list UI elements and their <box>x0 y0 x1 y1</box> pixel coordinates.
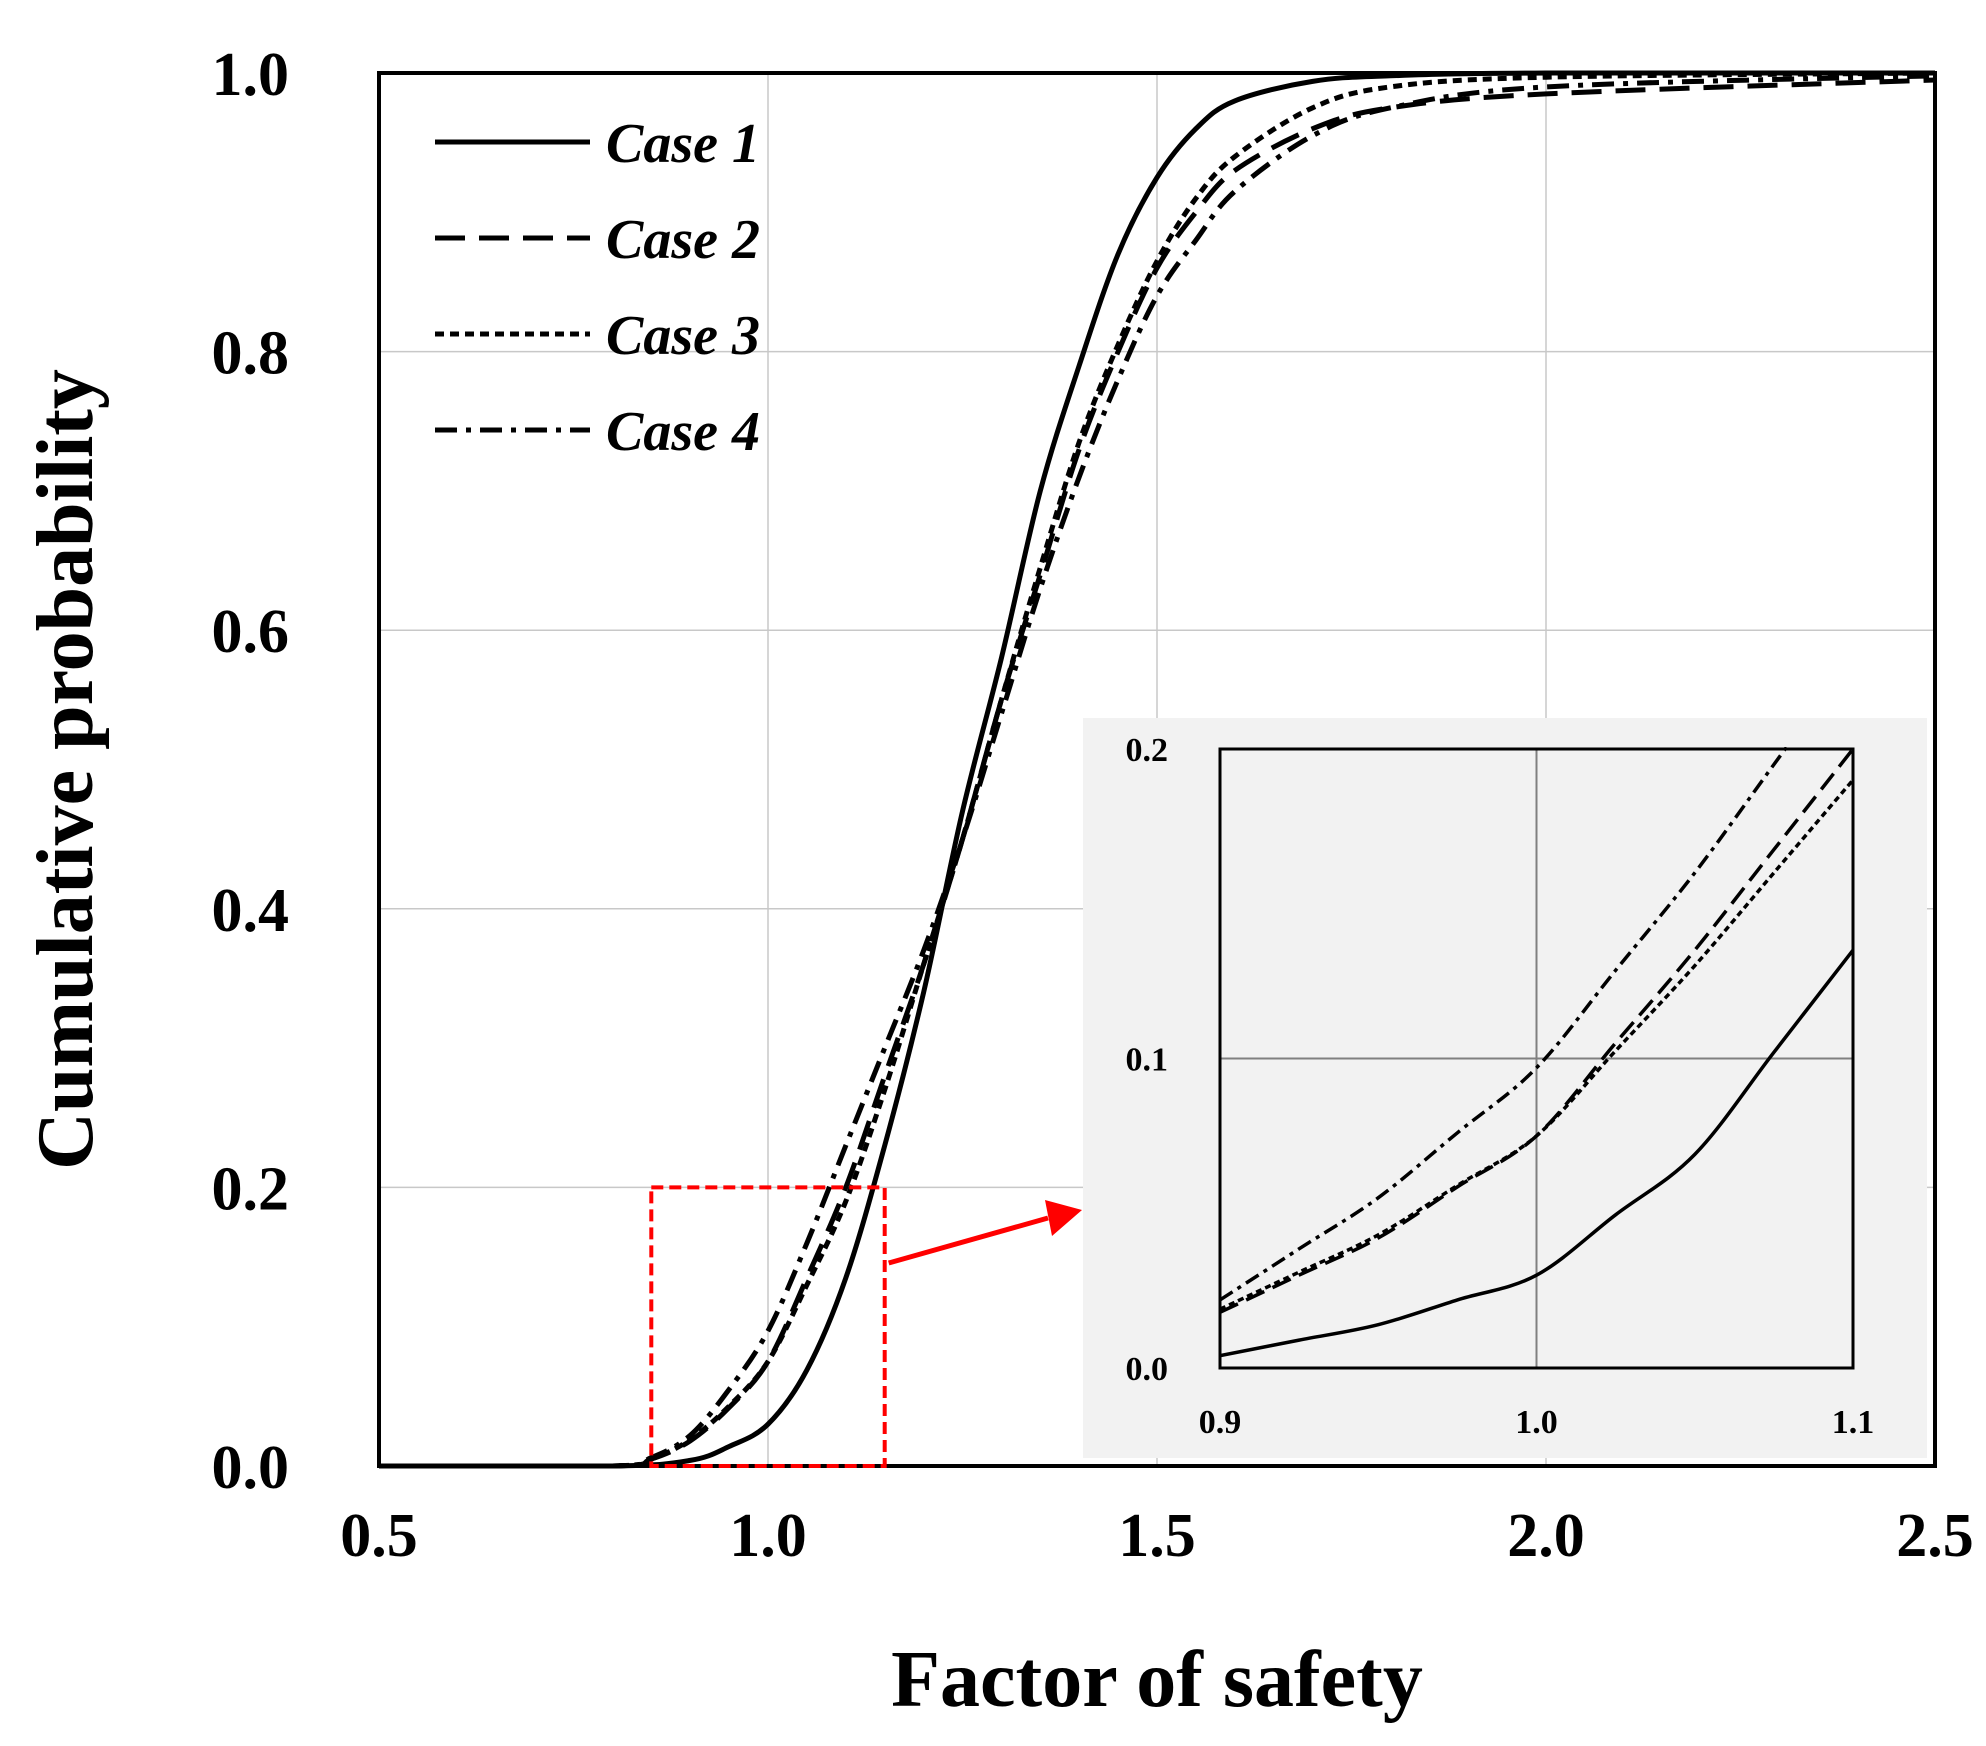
inset-background <box>1083 718 1927 1458</box>
legend-label-3: Case 3 <box>606 305 760 367</box>
zoom-arrow-head <box>1045 1200 1082 1236</box>
inset-y-tick-label: 0.0 <box>1126 1351 1169 1388</box>
x-axis-label: Factor of safety <box>891 1636 1423 1724</box>
y-axis-label: Cumulative probability <box>22 369 110 1170</box>
inset-x-tick-label: 1.1 <box>1832 1404 1875 1441</box>
inset-series-line-4 <box>1220 747 1789 1302</box>
inset-series-line-3 <box>1220 778 1853 1311</box>
legend-label-2: Case 2 <box>606 209 760 271</box>
inset-x-tick-label: 1.0 <box>1515 1404 1558 1441</box>
zoom-box <box>649 1185 887 1469</box>
y-tick-label: 0.8 <box>212 320 290 388</box>
x-tick-label: 1.0 <box>729 1502 807 1570</box>
zoom-arrow-line <box>888 1215 1049 1266</box>
x-tick-label: 0.5 <box>340 1502 418 1570</box>
inset-y-tick-label: 0.1 <box>1126 1042 1169 1079</box>
inset-frame <box>1218 747 1855 1370</box>
inset-series-line-1 <box>1220 949 1853 1358</box>
inset-y-tick-label: 0.2 <box>1126 732 1169 769</box>
series-line-1 <box>378 70 1935 1469</box>
series-line-3 <box>378 70 1936 1469</box>
series-line-4 <box>378 73 1936 1469</box>
legend-label-1: Case 1 <box>606 113 760 175</box>
y-tick-label: 0.2 <box>212 1155 290 1223</box>
y-tick-label: 0.0 <box>212 1434 290 1502</box>
legend-label-4: Case 4 <box>606 401 760 463</box>
y-tick-label: 1.0 <box>212 41 290 109</box>
plot-frame <box>377 71 1937 1468</box>
y-tick-label: 0.6 <box>212 598 290 666</box>
x-tick-label: 2.5 <box>1896 1502 1974 1570</box>
x-tick-label: 1.5 <box>1118 1502 1196 1570</box>
y-tick-label: 0.4 <box>212 877 290 945</box>
inset-x-tick-label: 0.9 <box>1199 1404 1242 1441</box>
x-tick-label: 2.0 <box>1507 1502 1585 1570</box>
